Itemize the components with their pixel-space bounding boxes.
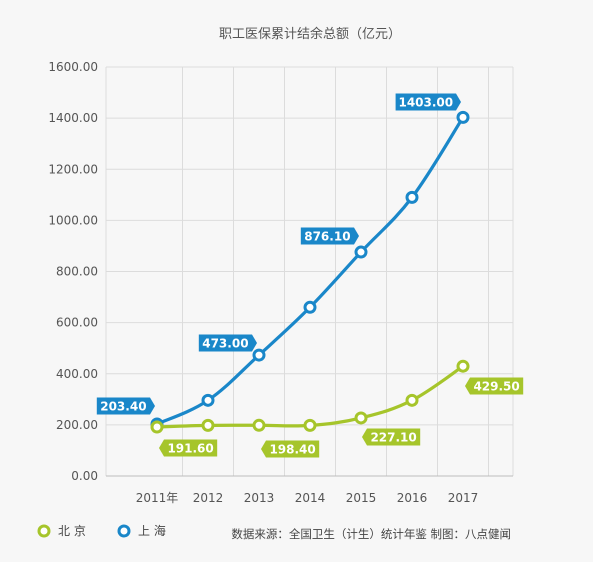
data-label-text: 203.40 (100, 400, 146, 414)
data-label: 876.10 (300, 227, 359, 245)
x-tick-label: 2015 (346, 491, 377, 505)
data-label: 429.50 (465, 377, 524, 395)
data-point (150, 420, 164, 434)
data-label-box (159, 439, 218, 457)
data-point (303, 300, 317, 314)
x-axis-ticks: 2011年 2012 2013 2014 2015 2016 2017 (136, 491, 479, 505)
data-labels-layer: 203.40 473.00 876.10 1403.00 191.60 198.40 227… (96, 93, 524, 458)
y-tick-label: 1000.00 (48, 213, 98, 227)
data-point (456, 110, 470, 124)
data-label: 227.10 (362, 428, 421, 446)
data-label-text: 876.10 (304, 230, 350, 244)
x-tick-label: 2012 (193, 491, 224, 505)
y-tick-label: 1200.00 (48, 162, 98, 176)
data-label-box (261, 440, 320, 458)
data-point (252, 348, 266, 362)
data-label: 198.40 (261, 440, 320, 458)
data-label-text: 227.10 (370, 431, 416, 445)
legend-label: 北 京 (58, 524, 86, 538)
series-layer (150, 110, 470, 434)
source-note: 数据来源：全国卫生（计生）统计年鉴 制图：八点健闻 (231, 527, 511, 541)
x-tick-label: 2014 (295, 491, 326, 505)
y-tick-label: 800.00 (56, 265, 98, 279)
data-label-text: 429.50 (473, 380, 519, 394)
data-point (456, 359, 470, 373)
data-label-box (300, 227, 359, 245)
data-point (405, 190, 419, 204)
data-label-box (395, 93, 461, 111)
data-point (354, 411, 368, 425)
y-tick-label: 600.00 (56, 316, 98, 330)
legend-label: 上 海 (138, 523, 166, 538)
data-label-text: 473.00 (202, 337, 248, 351)
y-tick-label: 1400.00 (48, 111, 98, 125)
data-label-text: 191.60 (167, 442, 213, 456)
data-point (405, 393, 419, 407)
data-label-box (465, 377, 524, 395)
grid (105, 66, 514, 477)
data-label-box (198, 334, 257, 352)
x-tick-label: 2013 (244, 491, 275, 505)
data-label: 203.40 (96, 397, 155, 415)
legend-marker (37, 524, 51, 538)
data-label-box (362, 428, 421, 446)
data-label: 473.00 (198, 334, 257, 352)
data-point (354, 245, 368, 259)
data-label: 1403.00 (395, 93, 461, 111)
x-tick-label: 2017 (448, 491, 479, 505)
chart-title: 职工医保累计结余总额（亿元） (219, 26, 401, 42)
data-label-text: 198.40 (269, 443, 315, 457)
y-axis-ticks: 0.00 200.00 400.00 600.00 800.00 1000.00 1200.… (48, 60, 98, 483)
y-tick-label: 400.00 (56, 367, 98, 381)
data-label-box (96, 397, 155, 415)
x-tick-label: 2016 (397, 491, 428, 505)
data-label: 191.60 (159, 439, 218, 457)
series-line-0 (155, 115, 465, 426)
x-tick-label: 2011年 (136, 491, 179, 505)
y-tick-label: 0.00 (71, 469, 98, 483)
data-point (252, 418, 266, 432)
data-point (201, 418, 215, 432)
data-point (201, 393, 215, 407)
y-tick-label: 1600.00 (48, 60, 98, 74)
y-tick-label: 200.00 (56, 418, 98, 432)
data-label-text: 1403.00 (398, 96, 453, 110)
legend: 北 京上 海 (37, 523, 166, 538)
data-point (303, 418, 317, 432)
legend-marker (117, 524, 131, 538)
